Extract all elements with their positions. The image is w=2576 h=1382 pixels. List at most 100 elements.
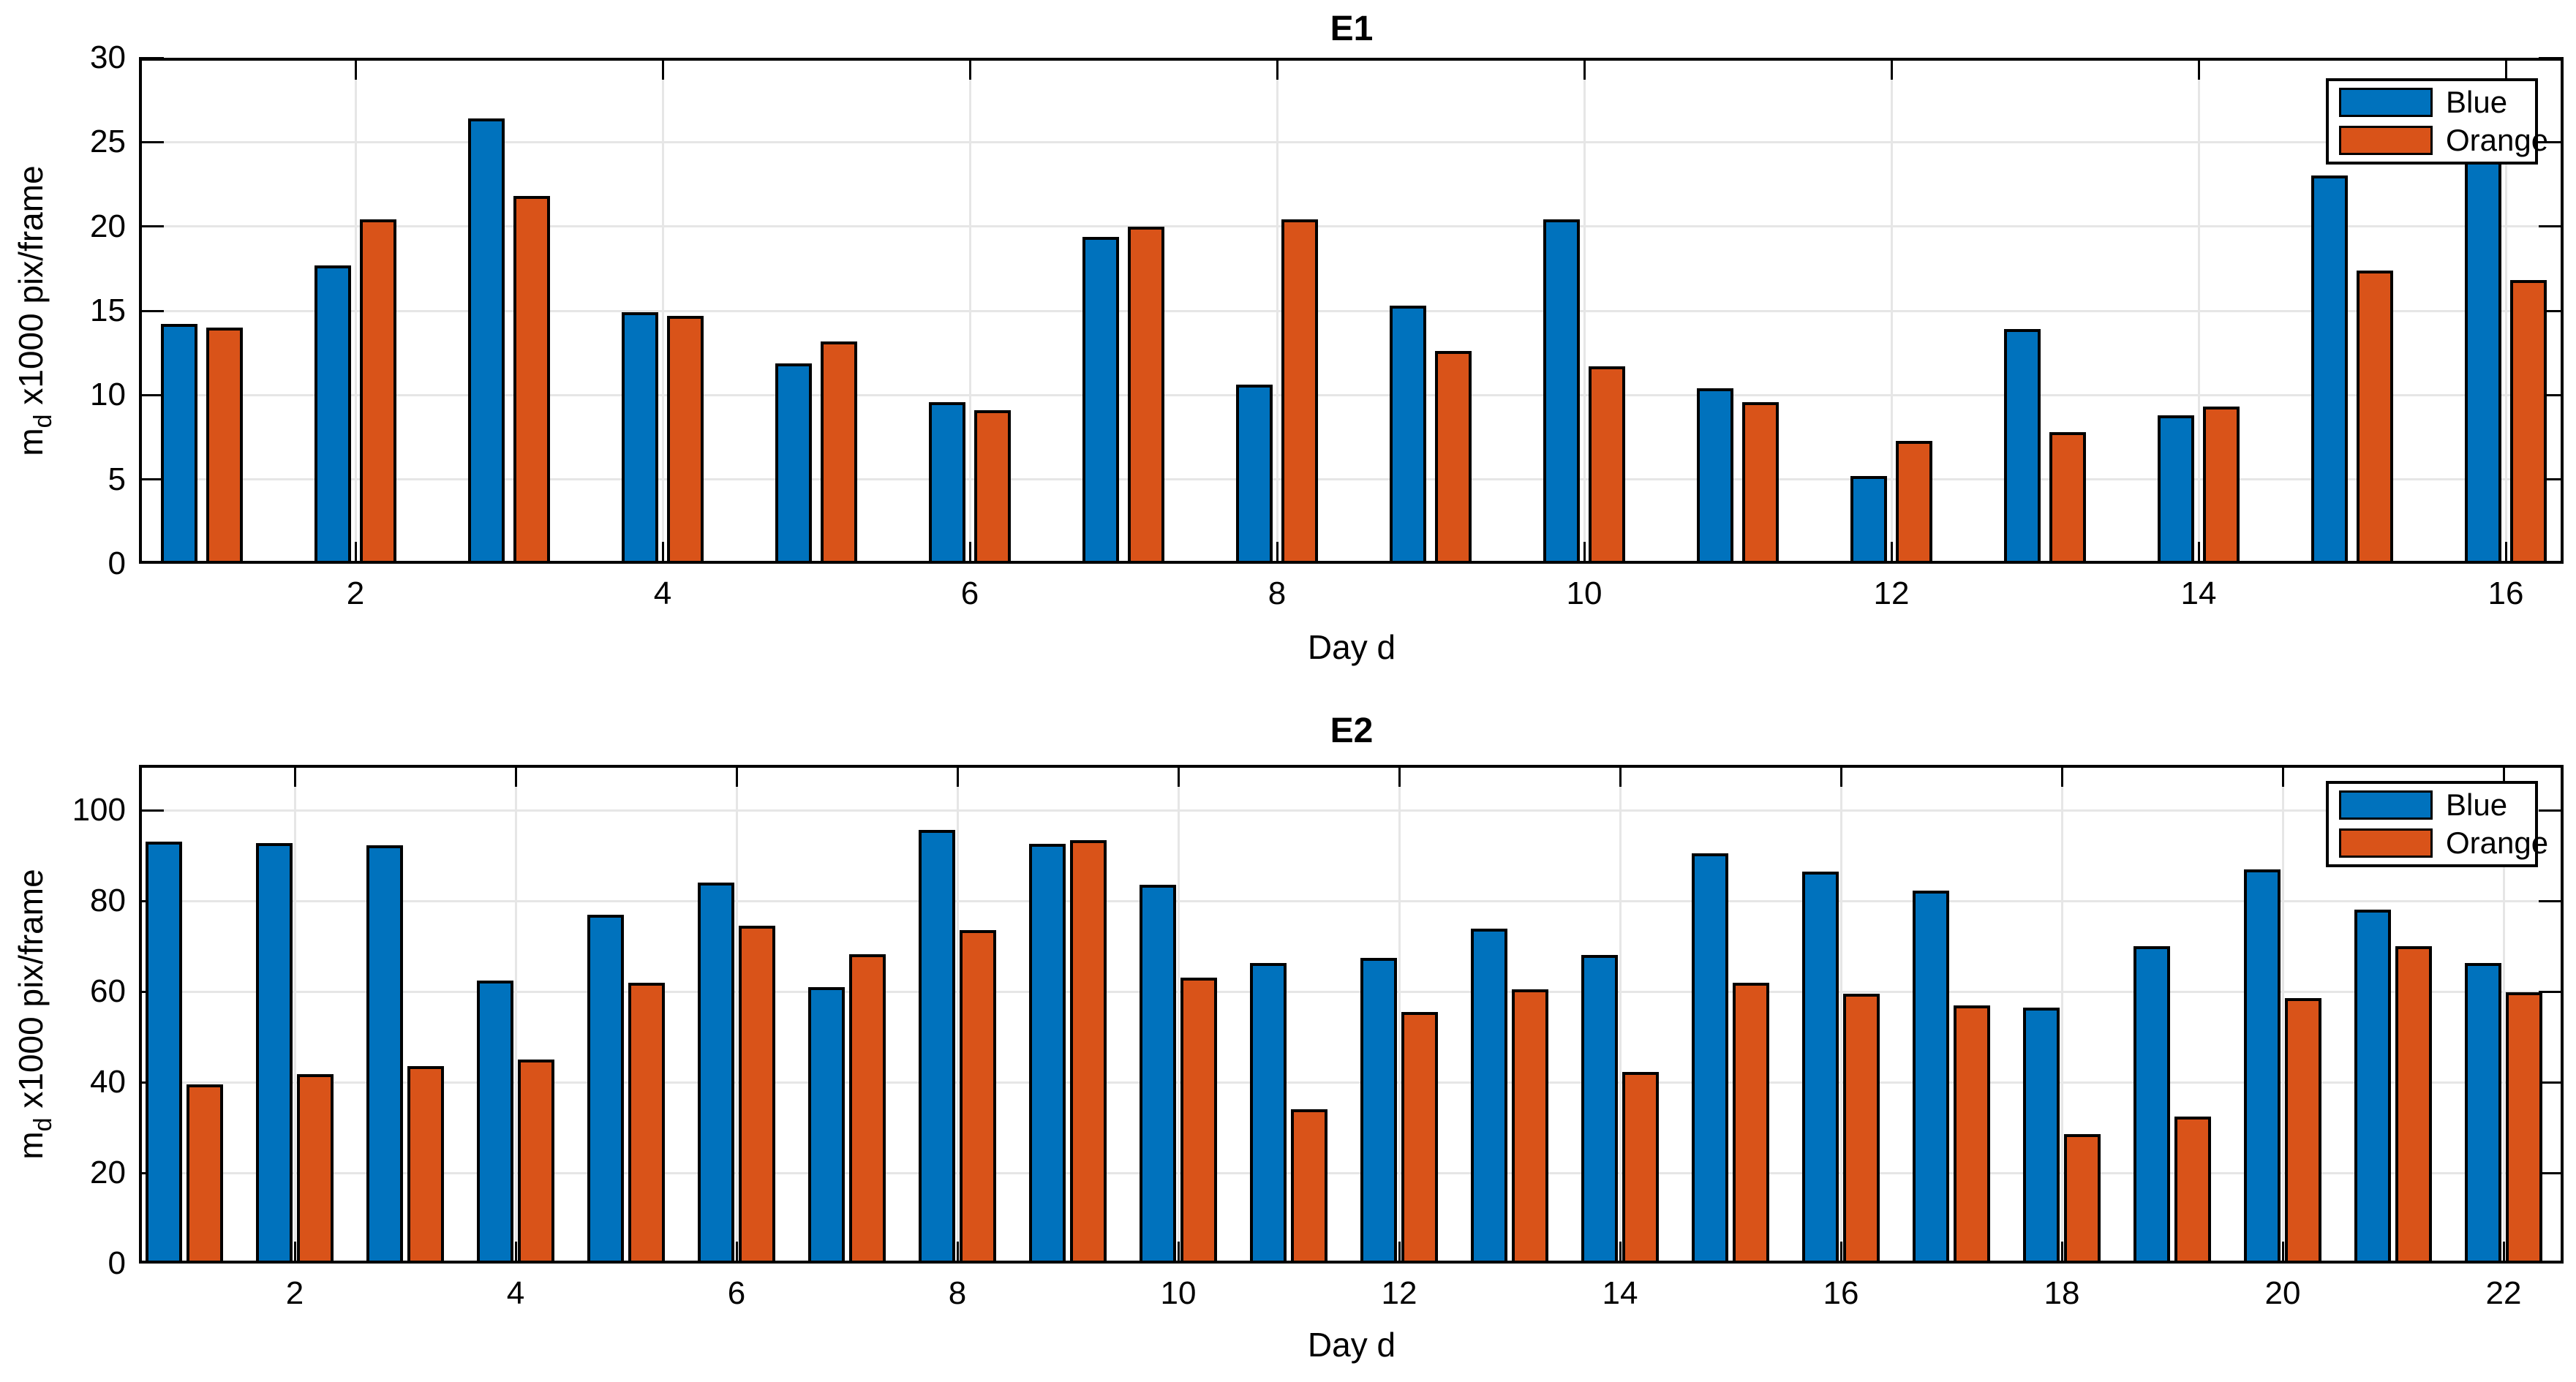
x-tick-label: 16 [2488, 575, 2524, 611]
x-tick-mark-top [1890, 58, 1893, 80]
bar-orange-day-13 [1512, 989, 1548, 1264]
x-axis-label-e1: Day d [1307, 628, 1396, 666]
y-tick-mark-right [2539, 478, 2564, 481]
bar-orange-day-1 [206, 328, 243, 564]
bar-orange-day-21 [2395, 946, 2432, 1264]
y-tick-mark [139, 140, 164, 143]
x-tick-mark [2504, 542, 2507, 564]
gridline-horizontal [139, 899, 2564, 902]
plot-area-e1: 2 4 6 8 10 12 14 16 0 5 10 15 20 25 30 [90, 39, 2564, 611]
x-tick-label: 18 [2044, 1275, 2080, 1311]
x-tick-mark [735, 1242, 738, 1264]
bar-blue-day-2 [315, 265, 351, 564]
ylabel-prefix: m [12, 428, 50, 456]
bar-orange-day-10 [1589, 366, 1625, 564]
bar-blue-day-1 [161, 324, 197, 564]
y-tick-label: 20 [90, 1155, 126, 1190]
bar-orange-day-6 [739, 926, 775, 1264]
gridline-vertical [2060, 765, 2063, 1264]
y-tick-label: 100 [72, 792, 126, 828]
gridline-horizontal [139, 990, 2564, 993]
y-tick-mark [139, 309, 164, 312]
x-tick-mark [1839, 1242, 1842, 1264]
gridline-vertical [1398, 765, 1401, 1264]
gridline-vertical [1177, 765, 1180, 1264]
bar-blue-day-11 [1697, 388, 1733, 564]
x-tick-mark-top [354, 58, 357, 80]
bar-orange-day-5 [821, 341, 857, 564]
y-tick-mark-right [2539, 809, 2564, 812]
x-tick-mark [1276, 542, 1278, 564]
gridline-horizontal [139, 1171, 2564, 1174]
legend-row-blue: Blue [2339, 87, 2525, 118]
bar-orange-day-20 [2285, 998, 2321, 1264]
x-tick-label: 12 [1381, 1275, 1417, 1311]
bar-blue-day-19 [2134, 946, 2170, 1264]
x-tick-mark [514, 1242, 517, 1264]
bar-orange-day-19 [2174, 1116, 2211, 1264]
x-tick-mark [2197, 542, 2200, 564]
x-tick-label: 8 [948, 1275, 967, 1311]
gridline-vertical [2197, 58, 2200, 564]
bar-blue-day-14 [1581, 955, 1618, 1264]
bar-orange-day-11 [1291, 1109, 1327, 1264]
bar-orange-day-9 [1435, 351, 1472, 564]
y-tick-label: 10 [90, 377, 126, 413]
bar-blue-day-21 [2354, 910, 2391, 1264]
bar-orange-day-4 [667, 315, 704, 564]
bar-blue-day-6 [698, 883, 734, 1264]
y-tick-label: 0 [108, 545, 126, 581]
x-tick-mark-top [514, 765, 517, 787]
bar-orange-day-2 [360, 219, 396, 564]
legend-label-blue: Blue [2446, 788, 2508, 822]
bar-blue-day-10 [1543, 219, 1580, 564]
x-tick-label: 2 [346, 575, 365, 611]
gridline-vertical [2504, 58, 2507, 564]
bar-orange-day-9 [1070, 839, 1107, 1264]
x-tick-label: 12 [1873, 575, 1910, 611]
chart-title-e1: E1 [1330, 10, 1374, 48]
y-tick-label: 20 [90, 208, 126, 244]
gridline-vertical [968, 58, 971, 564]
x-tick-mark [1890, 542, 1893, 564]
bar-blue-day-8 [1236, 385, 1273, 564]
x-axis-label-e2: Day d [1307, 1326, 1396, 1364]
legend-swatch-orange [2339, 828, 2433, 858]
y-tick-label: 30 [90, 39, 126, 75]
bar-blue-day-7 [808, 986, 845, 1264]
bar-orange-day-14 [2203, 407, 2240, 564]
bar-orange-day-11 [1742, 401, 1779, 564]
x-tick-mark-top [956, 765, 959, 787]
y-tick-label: 0 [108, 1245, 126, 1281]
y-tick-mark [139, 56, 164, 59]
bar-blue-day-16 [1802, 872, 1839, 1264]
x-tick-label: 14 [1602, 1275, 1638, 1311]
y-tick-label: 5 [108, 461, 126, 497]
bar-orange-day-6 [974, 410, 1011, 564]
bar-orange-day-14 [1622, 1071, 1659, 1264]
gridline-vertical [2502, 765, 2505, 1264]
x-tick-mark [1177, 1242, 1180, 1264]
bar-orange-day-4 [518, 1060, 554, 1264]
bar-blue-day-8 [919, 830, 955, 1264]
gridline-horizontal [139, 393, 2564, 396]
x-tick-mark [956, 1242, 959, 1264]
bar-orange-day-16 [2510, 280, 2547, 564]
bar-blue-day-6 [929, 401, 965, 564]
ylabel-subscript: d [29, 414, 57, 428]
bar-orange-day-22 [2506, 992, 2542, 1264]
y-tick-mark-right [2539, 393, 2564, 396]
x-tick-label: 2 [285, 1275, 304, 1311]
x-tick-mark-top [1839, 765, 1842, 787]
y-tick-mark [139, 393, 164, 396]
gridline-horizontal [139, 478, 2564, 481]
y-tick-label: 40 [90, 1064, 126, 1100]
y-tick-mark-right [2539, 309, 2564, 312]
x-tick-mark-top [2502, 765, 2505, 787]
y-tick-label: 80 [90, 883, 126, 918]
x-tick-mark [293, 1242, 296, 1264]
bar-blue-day-12 [1850, 476, 1887, 564]
bar-blue-day-5 [587, 914, 624, 1264]
legend-label-orange: Orange [2446, 123, 2549, 157]
bar-orange-day-12 [1896, 440, 1932, 564]
